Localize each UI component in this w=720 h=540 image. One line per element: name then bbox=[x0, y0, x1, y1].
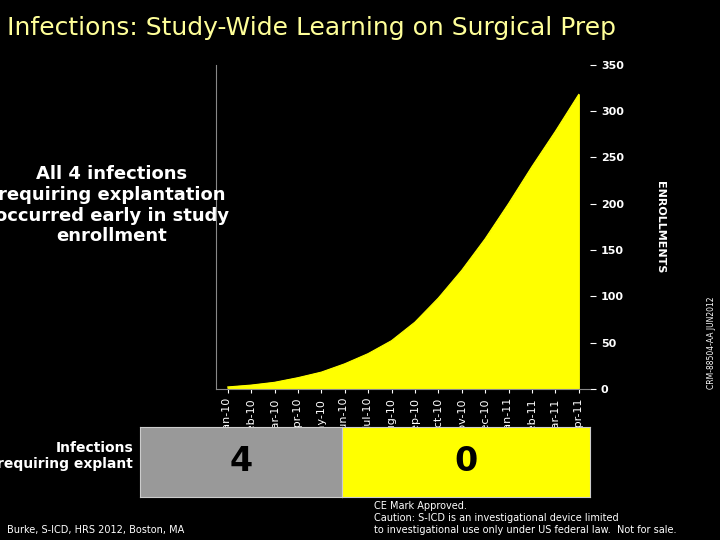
Text: Burke, S-ICD, HRS 2012, Boston, MA: Burke, S-ICD, HRS 2012, Boston, MA bbox=[7, 524, 184, 535]
Y-axis label: ENROLLMENTS: ENROLLMENTS bbox=[655, 180, 665, 273]
Text: CRM-88504-AA JUN2012: CRM-88504-AA JUN2012 bbox=[707, 296, 716, 389]
Text: CE Mark Approved.
Caution: S-ICD is an investigational device limited
to investi: CE Mark Approved. Caution: S-ICD is an i… bbox=[374, 502, 677, 535]
Text: Infections
requiring explant: Infections requiring explant bbox=[0, 441, 133, 471]
Text: Infections: Study-Wide Learning on Surgical Prep: Infections: Study-Wide Learning on Surgi… bbox=[7, 16, 616, 40]
Text: 4: 4 bbox=[230, 445, 253, 478]
Text: All 4 infections
requiring explantation
occurred early in study
enrollment: All 4 infections requiring explantation … bbox=[0, 165, 229, 245]
Text: 0: 0 bbox=[454, 445, 478, 478]
